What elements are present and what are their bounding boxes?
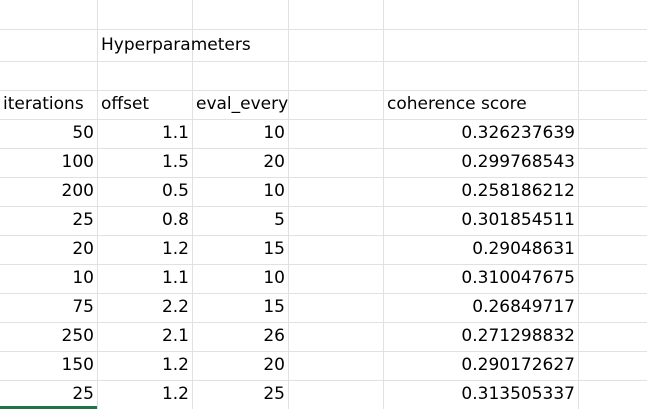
cell-offset[interactable]: 1.2 [161,355,189,375]
row-divider [0,177,647,178]
cell-iterations[interactable]: 250 [61,326,94,346]
column-divider [578,0,579,409]
cell-eval-every[interactable]: 15 [263,239,285,259]
cell-eval-every[interactable]: 15 [263,297,285,317]
cell-coherence-score[interactable]: 0.29048631 [472,239,575,259]
cell-coherence-score[interactable]: 0.326237639 [461,123,575,143]
column-divider [97,0,98,409]
cell-iterations[interactable]: 20 [72,239,94,259]
column-divider [383,0,384,409]
cell-iterations[interactable]: 50 [72,123,94,143]
cell-offset[interactable]: 2.2 [161,297,189,317]
active-cell-indicator [0,406,97,409]
cell-iterations[interactable]: 25 [72,210,94,230]
column-divider [288,0,289,409]
cell-offset[interactable]: 0.8 [161,210,189,230]
column-divider [192,0,193,409]
row-divider [0,148,647,149]
cell-offset[interactable]: 1.1 [161,268,189,288]
cell-eval-every[interactable]: 20 [263,355,285,375]
cell-eval-every[interactable]: 10 [263,181,285,201]
cell-offset[interactable]: 2.1 [161,326,189,346]
row-divider [0,322,647,323]
cell-offset[interactable]: 1.5 [161,152,189,172]
row-divider [0,351,647,352]
row-divider [0,235,647,236]
cell-coherence-score[interactable]: 0.313505337 [461,384,575,404]
header-cell-iterations[interactable]: iterations [3,94,84,114]
cell-coherence-score[interactable]: 0.290172627 [461,355,575,375]
cell-eval-every[interactable]: 25 [263,384,285,404]
cell-eval-every[interactable]: 20 [263,152,285,172]
cell-iterations[interactable]: 200 [61,181,94,201]
cell-title-hyperparameters[interactable]: Hyperparameters [101,35,251,55]
cell-coherence-score[interactable]: 0.26849717 [472,297,575,317]
row-divider [0,90,647,91]
row-divider [0,206,647,207]
row-divider [0,61,647,62]
cell-iterations[interactable]: 25 [72,384,94,404]
cell-iterations[interactable]: 75 [72,297,94,317]
cell-coherence-score[interactable]: 0.271298832 [461,326,575,346]
row-divider [0,119,647,120]
cell-coherence-score[interactable]: 0.310047675 [461,268,575,288]
cell-coherence-score[interactable]: 0.299768543 [461,152,575,172]
cell-iterations[interactable]: 100 [61,152,94,172]
cell-iterations[interactable]: 10 [72,268,94,288]
cell-eval-every[interactable]: 5 [274,210,285,230]
cell-eval-every[interactable]: 10 [263,123,285,143]
header-cell-eval-every[interactable]: eval_every [196,94,289,114]
cell-offset[interactable]: 1.2 [161,384,189,404]
cell-eval-every[interactable]: 26 [263,326,285,346]
cell-offset[interactable]: 0.5 [161,181,189,201]
cell-coherence-score[interactable]: 0.258186212 [461,181,575,201]
cell-eval-every[interactable]: 10 [263,268,285,288]
cell-iterations[interactable]: 150 [61,355,94,375]
cell-coherence-score[interactable]: 0.301854511 [461,210,575,230]
cell-offset[interactable]: 1.2 [161,239,189,259]
row-divider [0,293,647,294]
header-cell-offset[interactable]: offset [101,94,150,114]
cell-offset[interactable]: 1.1 [161,123,189,143]
row-divider [0,264,647,265]
header-cell-coherence-score[interactable]: coherence score [387,94,527,114]
row-divider [0,29,647,30]
row-divider [0,380,647,381]
